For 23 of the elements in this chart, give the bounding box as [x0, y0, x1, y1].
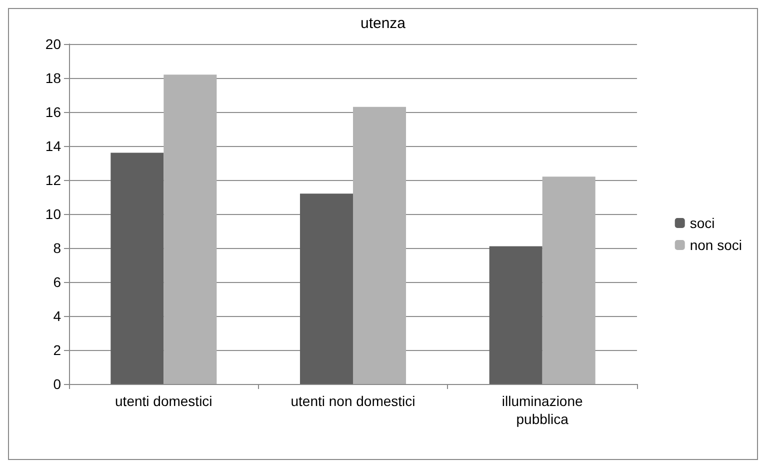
x-tick-label: utenti non domestici [290, 393, 416, 409]
legend-label: non soci [690, 237, 742, 253]
legend-label: soci [690, 215, 715, 231]
bar [489, 246, 542, 384]
bar [164, 74, 217, 384]
y-tick-label: 10 [45, 206, 62, 222]
y-tick-label: 4 [53, 308, 62, 324]
x-tick-label: utenti domestici [115, 393, 212, 409]
chart-title: utenza [360, 15, 406, 32]
x-tick-label: illuminazione pubblica [502, 393, 584, 427]
bar [542, 176, 596, 384]
y-tick-label: 0 [53, 376, 62, 392]
y-tick-label: 16 [45, 104, 62, 120]
bar [300, 194, 353, 384]
bar [110, 152, 164, 384]
y-tick-label: 12 [45, 172, 62, 188]
bar [353, 106, 406, 384]
y-tick-label: 18 [45, 70, 62, 86]
y-tick-label: 2 [53, 342, 62, 358]
y-tick-label: 14 [45, 138, 62, 154]
y-tick-label: 20 [45, 36, 62, 52]
y-tick-label: 6 [53, 274, 62, 290]
y-tick-label: 8 [53, 240, 62, 256]
